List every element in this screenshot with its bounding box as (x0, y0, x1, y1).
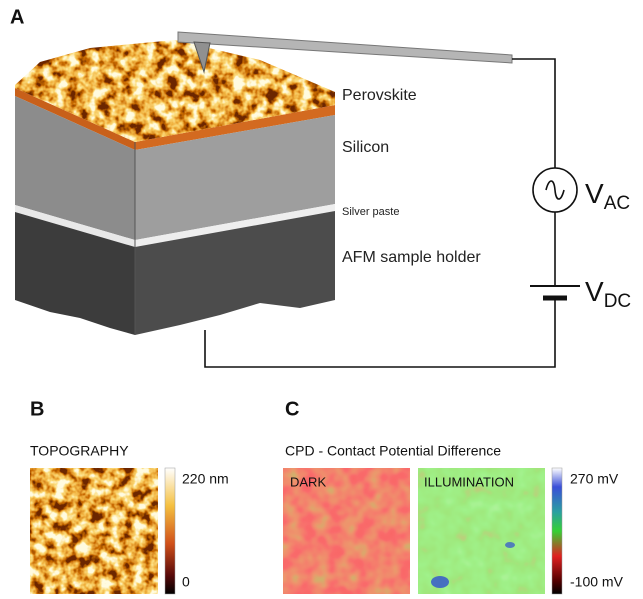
panel-label: C (285, 398, 299, 420)
image-label: ILLUMINATION (424, 474, 514, 489)
colorbar-max: 220 nm (182, 471, 229, 487)
source-label: VAC (585, 178, 630, 214)
colorbar-min: 0 (182, 574, 190, 590)
source-label: VDC (585, 276, 631, 312)
panel-title: CPD - Contact Potential Difference (285, 443, 501, 459)
blue-spot (431, 576, 449, 588)
panel-label: B (30, 398, 44, 420)
topography-image (30, 468, 158, 594)
layer-label: Silicon (342, 139, 389, 156)
colorbar (165, 468, 175, 594)
panel-label: A (10, 6, 24, 28)
layer-label: AFM sample holder (342, 249, 481, 266)
figure: A Perovskite Silicon Silver paste AFM sa… (0, 0, 643, 599)
symbol: V (585, 276, 604, 307)
sample-block (15, 38, 337, 335)
subscript: AC (604, 193, 630, 214)
colorbar-min: -100 mV (570, 574, 624, 590)
subscript: DC (604, 291, 631, 312)
panel-title: TOPOGRAPHY (30, 443, 129, 459)
colorbar (552, 468, 562, 594)
layer-label: Perovskite (342, 87, 417, 104)
colorbar-max: 270 mV (570, 471, 619, 487)
blue-spot (505, 542, 515, 548)
layer-label: Silver paste (342, 206, 399, 218)
symbol: V (585, 178, 604, 209)
image-label: DARK (290, 474, 326, 489)
